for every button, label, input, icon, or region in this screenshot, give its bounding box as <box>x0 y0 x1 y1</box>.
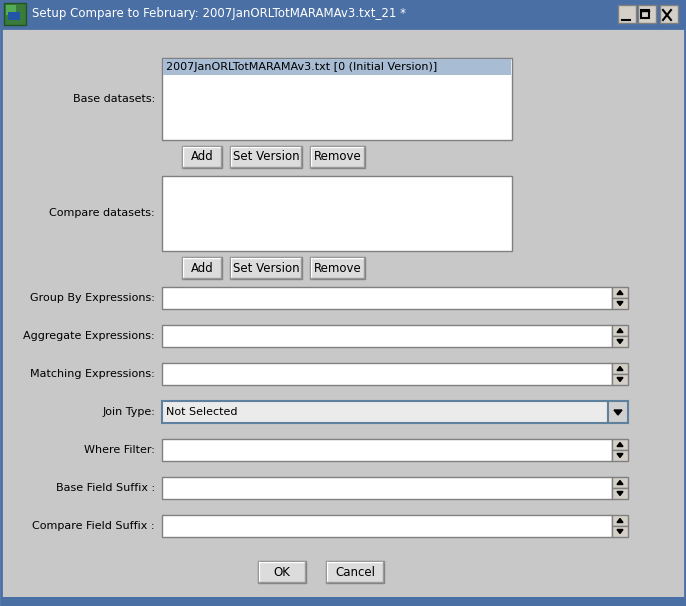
Bar <box>608 401 628 423</box>
Polygon shape <box>617 339 623 344</box>
Bar <box>8 12 20 20</box>
Text: Set Version: Set Version <box>233 262 299 275</box>
Bar <box>612 298 628 309</box>
Bar <box>0 0 686 28</box>
Bar <box>660 5 678 23</box>
Bar <box>230 146 302 168</box>
Bar <box>182 257 222 279</box>
Bar <box>162 325 612 347</box>
Bar <box>612 526 628 537</box>
Text: Matching Expressions:: Matching Expressions: <box>30 369 155 379</box>
Bar <box>612 325 628 336</box>
Text: Where Filter:: Where Filter: <box>84 445 155 455</box>
Bar <box>162 363 612 385</box>
Bar <box>162 477 612 499</box>
Text: Not Selected: Not Selected <box>166 407 237 417</box>
Text: Group By Expressions:: Group By Expressions: <box>30 293 155 303</box>
Bar <box>612 439 628 450</box>
Bar <box>258 561 306 583</box>
Bar <box>230 257 302 279</box>
Text: Set Version: Set Version <box>233 150 299 164</box>
Bar <box>162 287 612 309</box>
Polygon shape <box>617 530 623 533</box>
Bar <box>162 439 612 461</box>
Polygon shape <box>617 367 623 370</box>
Polygon shape <box>617 453 623 458</box>
Bar <box>612 515 628 526</box>
Text: OK: OK <box>274 565 290 579</box>
Bar <box>612 450 628 461</box>
Text: Compare datasets:: Compare datasets: <box>49 208 155 219</box>
Bar <box>612 336 628 347</box>
Text: Compare Field Suffix :: Compare Field Suffix : <box>32 521 155 531</box>
Bar <box>612 488 628 499</box>
Text: Base datasets:: Base datasets: <box>73 94 155 104</box>
Polygon shape <box>614 410 622 415</box>
Bar <box>618 5 636 23</box>
Bar <box>162 515 612 537</box>
Bar <box>162 176 512 251</box>
Bar <box>326 561 384 583</box>
Bar <box>310 146 365 168</box>
Polygon shape <box>617 302 623 305</box>
Bar <box>1 597 685 606</box>
Polygon shape <box>617 328 623 333</box>
Bar <box>163 59 511 75</box>
Bar <box>6 5 16 15</box>
Bar <box>612 363 628 374</box>
Bar <box>612 287 628 298</box>
Polygon shape <box>617 442 623 447</box>
Text: 2007JanORLTotMARAMAv3.txt [0 (Initial Version)]: 2007JanORLTotMARAMAv3.txt [0 (Initial Ve… <box>166 62 437 72</box>
Polygon shape <box>617 290 623 295</box>
Text: Cancel: Cancel <box>335 565 375 579</box>
Text: Aggregate Expressions:: Aggregate Expressions: <box>23 331 155 341</box>
Polygon shape <box>617 519 623 522</box>
Bar <box>162 58 512 140</box>
Text: Remove: Remove <box>314 150 362 164</box>
Polygon shape <box>617 481 623 485</box>
Text: Add: Add <box>191 150 213 164</box>
Bar <box>612 374 628 385</box>
Bar <box>182 146 222 168</box>
Text: Add: Add <box>191 262 213 275</box>
Polygon shape <box>617 378 623 382</box>
Text: Join Type:: Join Type: <box>102 407 155 417</box>
Bar <box>638 5 656 23</box>
Text: Base Field Suffix :: Base Field Suffix : <box>56 483 155 493</box>
Bar <box>310 257 365 279</box>
Text: Remove: Remove <box>314 262 362 275</box>
Polygon shape <box>617 491 623 496</box>
Bar <box>641 10 649 18</box>
Bar <box>162 401 608 423</box>
Text: Setup Compare to February: 2007JanORLTotMARAMAv3.txt_21 *: Setup Compare to February: 2007JanORLTot… <box>32 7 406 21</box>
Bar <box>4 3 26 25</box>
Bar <box>612 477 628 488</box>
